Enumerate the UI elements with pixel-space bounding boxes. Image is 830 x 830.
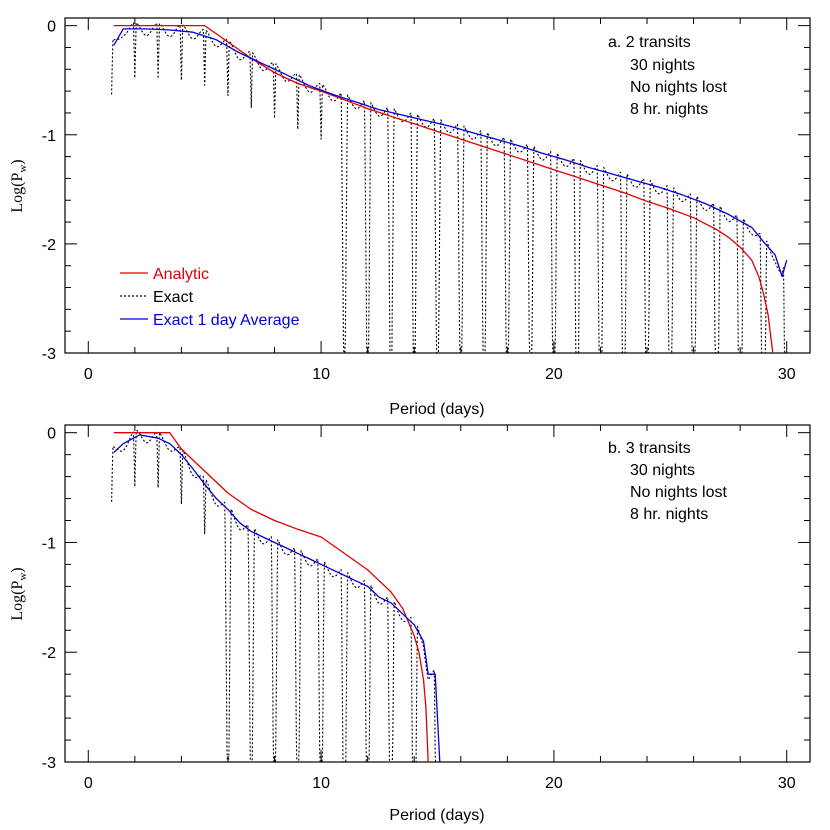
y-tick-label: 0 [47,426,56,443]
annotation-lost: No nights lost [630,484,727,501]
x-tick-label: 20 [545,775,563,792]
legend-exact-label: Exact [153,289,194,306]
series-line-exact [111,429,438,763]
series-line-analytic [113,432,429,763]
panel-a: 0 10 20 30 0 -1 -2 -3 a. 2 transits 30 nights N… [9,17,811,418]
x-tick-label: 0 [84,366,93,383]
axis-ticks: 0 10 20 30 0 -1 -2 -3 [42,18,810,383]
y-tick-label: 0 [47,19,56,36]
series-layer [111,22,788,354]
y-tick-label: -2 [42,645,56,662]
legend-analytic-label: Analytic [153,266,209,283]
x-tick-label: 10 [312,366,330,383]
annotation-nights: 30 nights [630,462,695,479]
plot-frame [64,17,811,354]
legend: Analytic Exact Exact 1 day Average [120,266,300,329]
series-layer [111,429,441,763]
panel-b: 0 10 20 30 0 -1 -2 -3 b. 3 transits 30 nights N… [9,424,811,824]
panel-label: b. 3 transits [608,440,691,457]
annotation-hours: 8 hr. nights [630,506,708,523]
series-line-exact-average [113,28,788,278]
x-tick-label: 20 [545,366,563,383]
x-axis-label: Period (days) [389,807,484,824]
y-tick-label: -1 [42,128,56,145]
series-line-exact [111,22,787,354]
x-axis-label: Period (days) [389,401,484,418]
y-tick-label: -3 [42,755,56,772]
x-tick-label: 30 [778,366,796,383]
y-tick-label: -2 [42,237,56,254]
legend-average-label: Exact 1 day Average [153,312,300,329]
y-tick-label: -1 [42,535,56,552]
y-axis-label: Log(Pw) [9,567,29,620]
axis-ticks: 0 10 20 30 0 -1 -2 -3 [42,425,810,792]
panel-label: a. 2 transits [608,34,691,51]
x-tick-label: 10 [312,775,330,792]
y-tick-label: -3 [42,346,56,363]
y-axis-label: Log(Pw) [9,159,29,212]
series-line-exact-average [113,434,441,763]
x-tick-label: 30 [778,775,796,792]
series-line-analytic [113,24,774,354]
annotation-nights: 30 nights [630,57,695,74]
annotation-lost: No nights lost [630,79,727,96]
x-tick-label: 0 [84,775,93,792]
annotation-hours: 8 hr. nights [630,101,708,118]
